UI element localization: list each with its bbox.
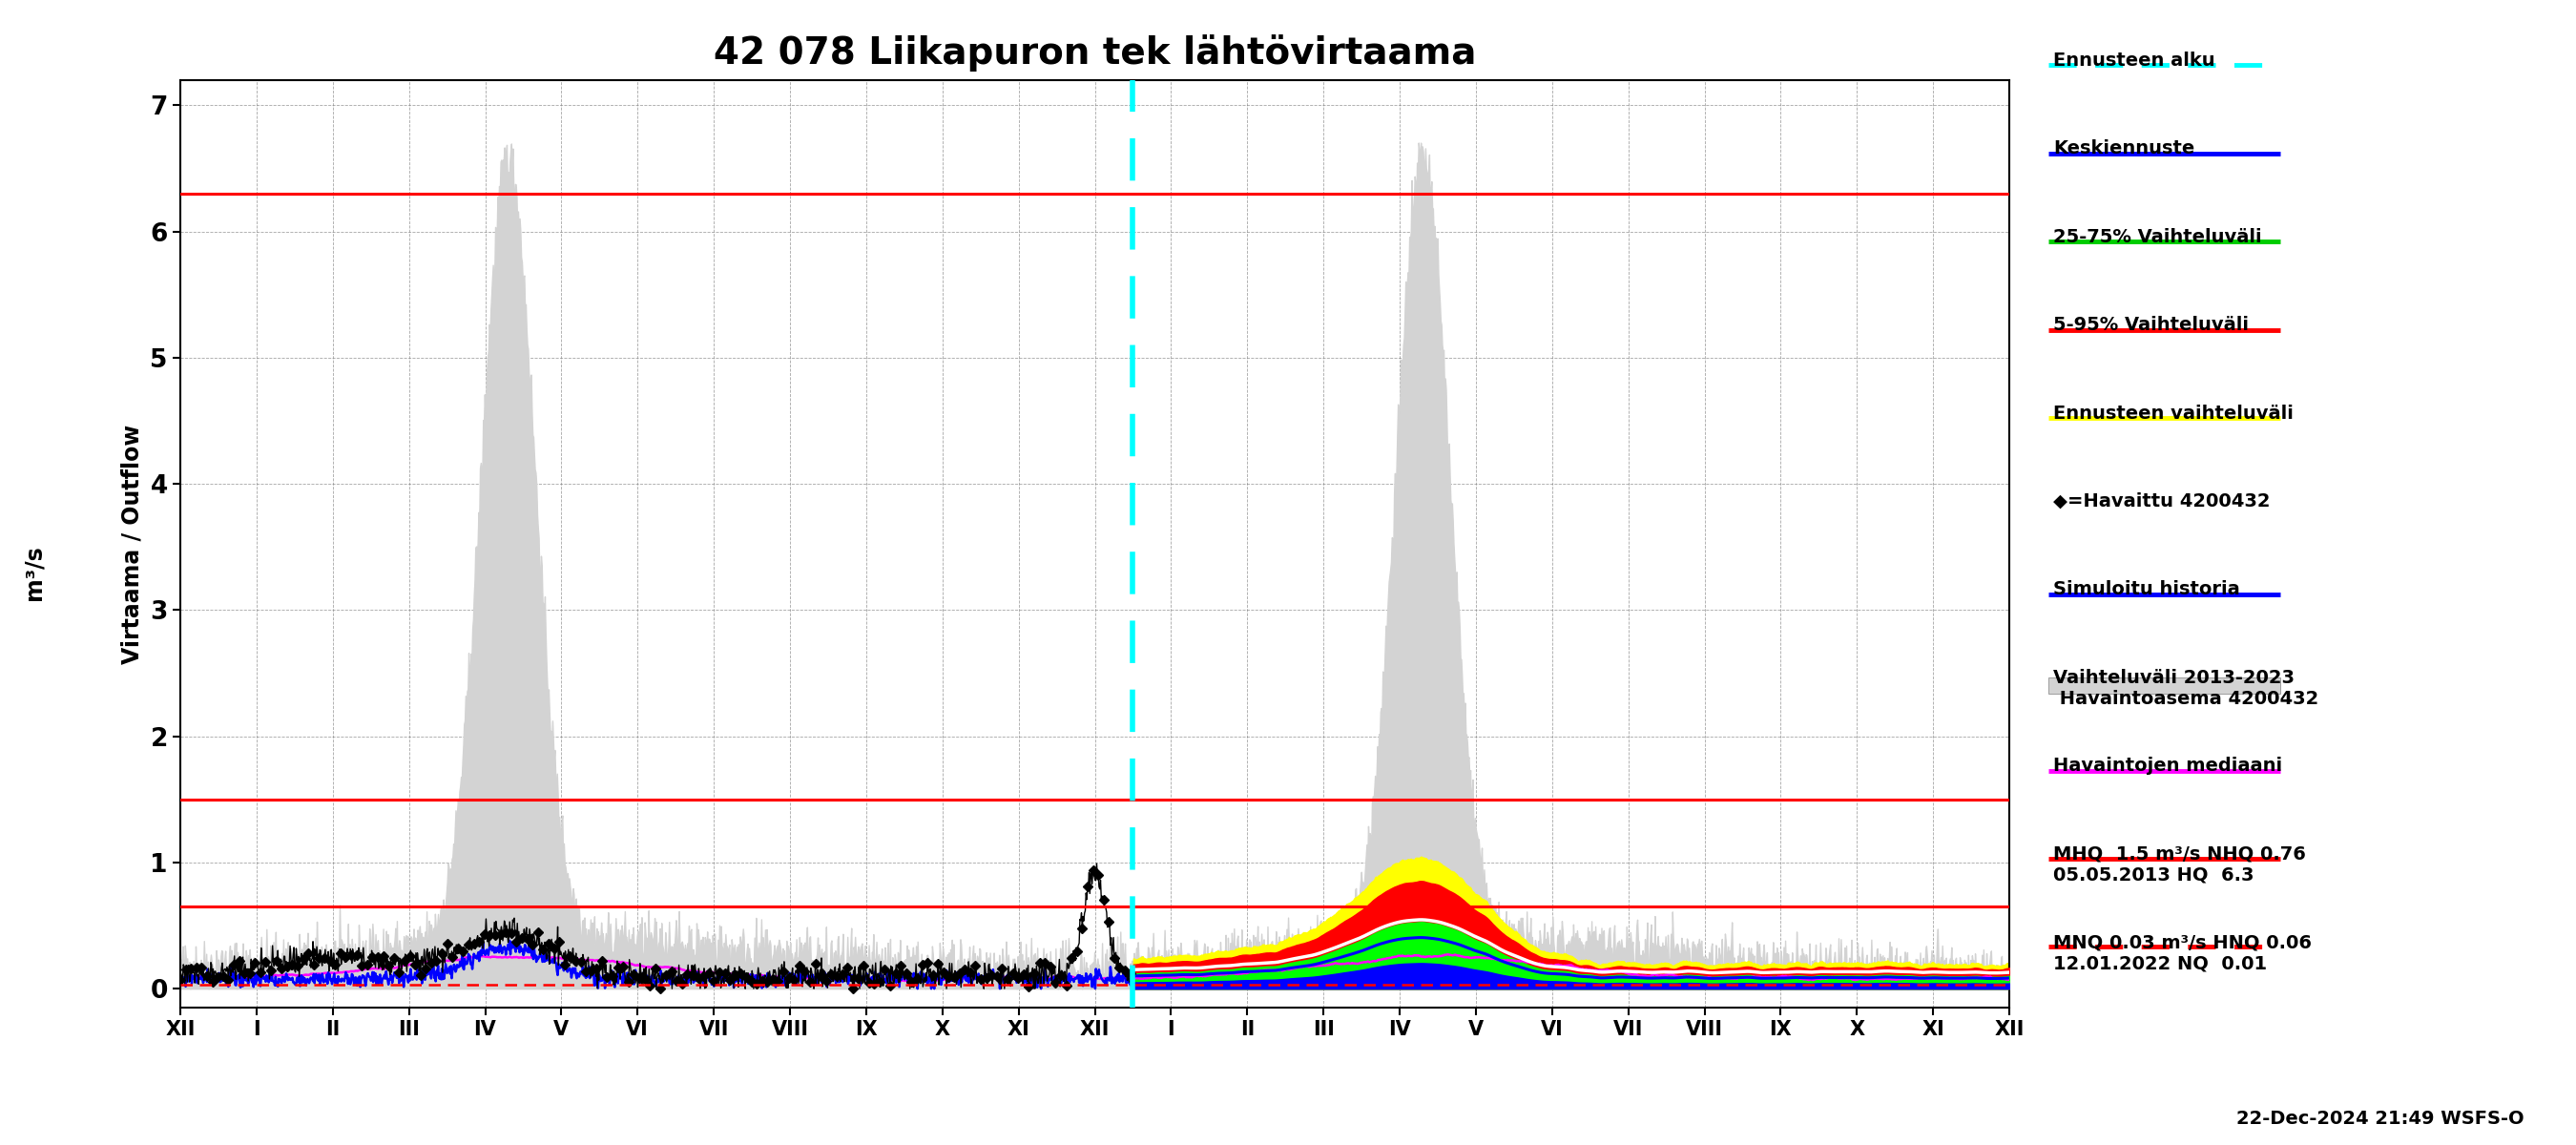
Text: Ennusteen vaihteluväli: Ennusteen vaihteluväli xyxy=(2053,404,2293,423)
Text: 5-95% Vaihteluväli: 5-95% Vaihteluväli xyxy=(2053,316,2249,334)
Text: Keskiennuste: Keskiennuste xyxy=(2053,140,2195,158)
Text: 25-75% Vaihteluväli: 25-75% Vaihteluväli xyxy=(2053,228,2262,246)
Text: 22-Dec-2024 21:49 WSFS-O: 22-Dec-2024 21:49 WSFS-O xyxy=(2236,1110,2524,1128)
Text: Havaintojen mediaani: Havaintojen mediaani xyxy=(2053,757,2282,775)
Text: Ennusteen alku: Ennusteen alku xyxy=(2053,52,2215,70)
Text: ◆=Havaittu 4200432: ◆=Havaittu 4200432 xyxy=(2053,492,2269,511)
Text: MHQ  1.5 m³/s NHQ 0.76
05.05.2013 HQ  6.3: MHQ 1.5 m³/s NHQ 0.76 05.05.2013 HQ 6.3 xyxy=(2053,845,2306,884)
Text: MNQ 0.03 m³/s HNQ 0.06
12.01.2022 NQ  0.01: MNQ 0.03 m³/s HNQ 0.06 12.01.2022 NQ 0.0… xyxy=(2053,933,2311,972)
Title: 42 078 Liikapuron tek lähtövirtaama: 42 078 Liikapuron tek lähtövirtaama xyxy=(714,34,1476,72)
Text: Simuloitu historia: Simuloitu historia xyxy=(2053,581,2239,599)
Text: m³/s: m³/s xyxy=(23,545,44,600)
Y-axis label: Virtaama / Outflow: Virtaama / Outflow xyxy=(121,424,144,664)
Text: Vaihteluväli 2013-2023
 Havaintoasema 4200432: Vaihteluväli 2013-2023 Havaintoasema 420… xyxy=(2053,669,2318,708)
